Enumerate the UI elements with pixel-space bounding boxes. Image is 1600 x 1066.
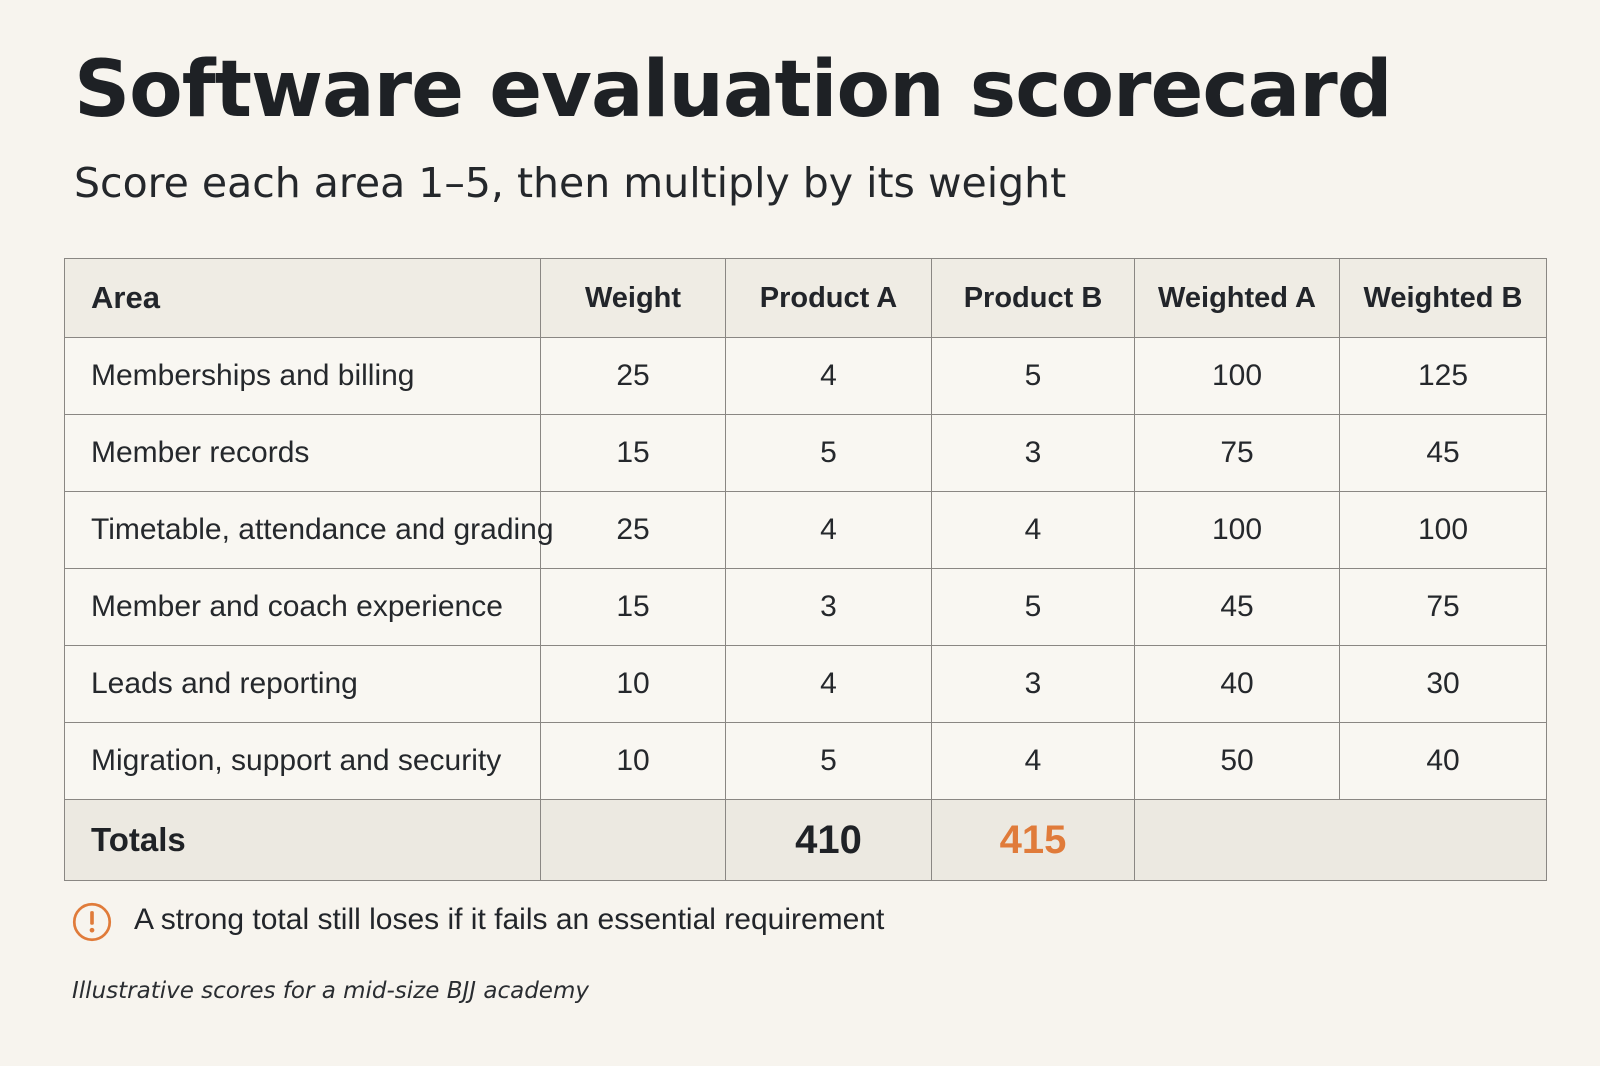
column-header-weighted-a: Weighted A [1134, 258, 1340, 338]
table-row: Member records 15 5 3 75 45 [64, 414, 1547, 492]
column-header-product-a: Product A [725, 258, 932, 338]
product-b-score-cell: 3 [931, 414, 1135, 492]
warning-circle-icon [72, 900, 112, 942]
caution-note: A strong total still loses if it fails a… [72, 900, 885, 942]
weighted-b-cell: 45 [1339, 414, 1547, 492]
product-a-score-cell: 4 [725, 337, 932, 415]
totals-weight-cell-empty [540, 799, 726, 881]
caution-note-text: A strong total still loses if it fails a… [134, 903, 885, 936]
weighted-b-cell: 125 [1339, 337, 1547, 415]
area-cell: Migration, support and security [64, 722, 541, 800]
weighted-a-cell: 100 [1134, 491, 1340, 569]
product-a-score-cell: 4 [725, 645, 932, 723]
table-row: Timetable, attendance and grading 25 4 4… [64, 491, 1547, 569]
weight-cell: 10 [540, 645, 726, 723]
table-row: Member and coach experience 15 3 5 45 75 [64, 568, 1547, 646]
product-a-score-cell: 5 [725, 414, 932, 492]
area-cell: Member records [64, 414, 541, 492]
table-row: Memberships and billing 25 4 5 100 125 [64, 337, 1547, 415]
weighted-b-cell: 30 [1339, 645, 1547, 723]
totals-weighted-cell-empty [1134, 799, 1547, 881]
source-caption: Illustrative scores for a mid-size BJJ a… [72, 978, 589, 1004]
column-header-product-b: Product B [931, 258, 1135, 338]
weight-cell: 10 [540, 722, 726, 800]
weighted-a-cell: 50 [1134, 722, 1340, 800]
totals-label: Totals [64, 799, 541, 881]
total-product-b: 415 [931, 799, 1135, 881]
weighted-b-cell: 100 [1339, 491, 1547, 569]
page-subtitle: Score each area 1–5, then multiply by it… [74, 159, 1067, 207]
product-a-score-cell: 3 [725, 568, 932, 646]
weighted-a-cell: 75 [1134, 414, 1340, 492]
product-a-score-cell: 4 [725, 491, 932, 569]
weight-cell: 15 [540, 414, 726, 492]
total-product-a: 410 [725, 799, 932, 881]
area-cell: Leads and reporting [64, 645, 541, 723]
weighted-b-cell: 40 [1339, 722, 1547, 800]
product-b-score-cell: 4 [931, 722, 1135, 800]
weighted-a-cell: 100 [1134, 337, 1340, 415]
area-cell: Memberships and billing [64, 337, 541, 415]
product-b-score-cell: 3 [931, 645, 1135, 723]
scorecard-table: Area Weight Product A Product B Weighted… [64, 258, 1547, 881]
table-row: Migration, support and security 10 5 4 5… [64, 722, 1547, 800]
product-b-score-cell: 5 [931, 337, 1135, 415]
page-title: Software evaluation scorecard [74, 45, 1393, 135]
weight-cell: 15 [540, 568, 726, 646]
table-row: Leads and reporting 10 4 3 40 30 [64, 645, 1547, 723]
product-b-score-cell: 4 [931, 491, 1135, 569]
totals-row: Totals 410 415 [64, 799, 1547, 881]
header-row: Area Weight Product A Product B Weighted… [64, 258, 1547, 338]
weighted-a-cell: 40 [1134, 645, 1340, 723]
weight-cell: 25 [540, 491, 726, 569]
column-header-weighted-b: Weighted B [1339, 258, 1547, 338]
weight-cell: 25 [540, 337, 726, 415]
column-header-weight: Weight [540, 258, 726, 338]
product-a-score-cell: 5 [725, 722, 932, 800]
area-cell: Timetable, attendance and grading [64, 491, 554, 569]
area-cell: Member and coach experience [64, 568, 541, 646]
column-header-area: Area [64, 258, 541, 338]
weighted-b-cell: 75 [1339, 568, 1547, 646]
weighted-a-cell: 45 [1134, 568, 1340, 646]
product-b-score-cell: 5 [931, 568, 1135, 646]
